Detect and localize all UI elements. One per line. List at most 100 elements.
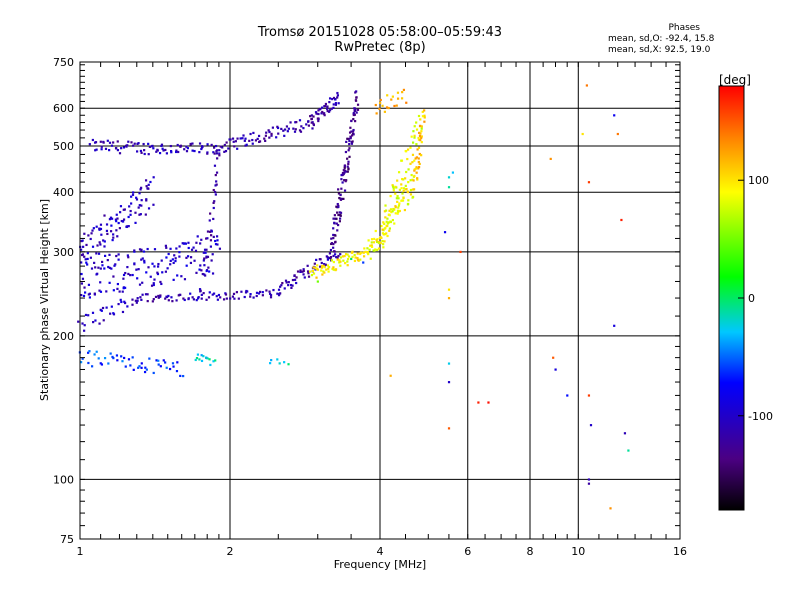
o-mode-point <box>165 366 168 369</box>
o-mode-point <box>319 265 322 268</box>
x-mode-point <box>415 166 418 169</box>
colorbar-label: [deg] <box>719 73 751 87</box>
o-mode-point <box>340 178 343 181</box>
o-mode-point <box>332 242 335 246</box>
o-mode-point <box>246 290 249 293</box>
o-mode-point <box>175 247 178 250</box>
o-mode-point <box>133 262 136 265</box>
o-mode-point <box>217 293 221 297</box>
o-mode-point <box>348 142 351 146</box>
o-mode-point <box>140 186 143 189</box>
sparse-point <box>623 432 627 435</box>
x-mode-point <box>372 241 376 244</box>
o-mode-point <box>258 140 262 143</box>
o-mode-point <box>81 357 84 360</box>
o-mode-point <box>191 142 194 145</box>
o-mode-point <box>345 170 348 173</box>
x-mode-point <box>369 244 372 247</box>
o-mode-point <box>139 296 142 299</box>
o-mode-point <box>123 356 126 360</box>
o-mode-point <box>339 214 342 217</box>
o-mode-point <box>243 139 246 142</box>
o-mode-point <box>268 130 271 134</box>
x-mode-point <box>389 194 392 198</box>
o-mode-point <box>132 191 135 194</box>
o-mode-point <box>289 283 293 287</box>
o-mode-point <box>132 368 135 371</box>
o-mode-point <box>327 110 331 113</box>
o-mode-point <box>98 289 101 292</box>
x-mode-point <box>327 265 331 269</box>
o-mode-point <box>138 213 141 216</box>
o-mode-point <box>328 97 332 100</box>
o-mode-point <box>201 272 204 276</box>
o-mode-point <box>126 225 129 228</box>
x-mode-point <box>393 222 396 225</box>
o-mode-point <box>219 296 222 299</box>
o-mode-point <box>179 374 182 378</box>
o-mode-point <box>135 196 138 199</box>
o-mode-point <box>90 365 94 368</box>
o-mode-point <box>129 209 132 213</box>
x-mode-point <box>394 205 397 208</box>
o-mode-point <box>185 256 188 259</box>
o-mode-point <box>185 145 188 148</box>
o-mode-point <box>319 107 322 111</box>
o-mode-point <box>87 234 90 237</box>
o-mode-point <box>92 320 95 324</box>
o-mode-point <box>86 257 89 261</box>
x-mode-point <box>395 104 398 107</box>
o-mode-point <box>352 128 355 132</box>
o-mode-point <box>127 358 131 361</box>
x-mode-point <box>370 244 373 247</box>
o-mode-point <box>344 150 348 154</box>
o-mode-point <box>131 298 134 301</box>
o-mode-point <box>249 292 252 296</box>
o-mode-point <box>131 303 134 306</box>
o-mode-point <box>106 139 109 142</box>
o-mode-point <box>338 211 341 214</box>
o-mode-point <box>302 273 305 276</box>
sparse-point <box>549 157 552 161</box>
x-mode-point <box>394 212 397 215</box>
o-mode-point <box>133 142 136 145</box>
o-mode-point <box>207 296 211 299</box>
o-mode-point <box>140 248 143 251</box>
o-mode-point <box>337 205 340 209</box>
x-mode-point <box>377 247 381 250</box>
o-mode-point <box>211 293 214 296</box>
o-mode-point <box>87 293 90 296</box>
x-mode-point <box>423 109 426 112</box>
o-mode-point <box>332 246 335 249</box>
o-mode-point <box>200 293 203 296</box>
y-tick-label: 100 <box>53 473 74 486</box>
axis-ticks: 1 2 4 6 8 10 16 75 100 200 300 400 500 600 750 <box>53 56 687 558</box>
x-mode-point <box>412 179 415 182</box>
sparse-point <box>589 424 593 427</box>
o-mode-point <box>108 141 112 144</box>
o-mode-point <box>287 281 290 284</box>
o-mode-point <box>200 359 204 363</box>
o-mode-point <box>232 140 235 143</box>
o-mode-point <box>80 261 83 264</box>
o-mode-point <box>157 359 160 362</box>
o-mode-point <box>234 140 237 143</box>
x-mode-point <box>374 103 377 107</box>
o-mode-point <box>350 142 354 145</box>
o-mode-point <box>111 238 114 242</box>
o-mode-point <box>178 251 181 254</box>
o-mode-point <box>171 258 174 261</box>
o-mode-point <box>284 279 288 282</box>
o-mode-point <box>189 292 192 295</box>
sparse-point <box>362 261 365 264</box>
o-mode-point <box>83 255 86 258</box>
o-mode-point <box>255 294 258 298</box>
o-mode-point <box>145 185 148 188</box>
o-mode-point <box>131 356 134 359</box>
o-mode-point <box>114 218 117 221</box>
o-mode-point <box>170 296 173 299</box>
o-mode-point <box>198 268 201 271</box>
o-mode-point <box>299 270 302 274</box>
o-mode-point <box>225 141 228 144</box>
o-mode-point <box>146 293 149 296</box>
